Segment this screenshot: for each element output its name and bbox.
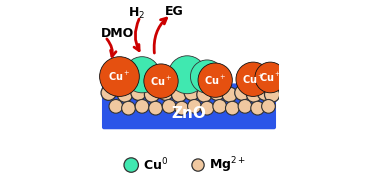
- Text: Cu$^0$: Cu$^0$: [143, 157, 168, 173]
- Circle shape: [122, 101, 135, 115]
- Circle shape: [192, 159, 204, 171]
- Circle shape: [109, 100, 123, 113]
- Circle shape: [144, 64, 178, 98]
- FancyBboxPatch shape: [103, 84, 275, 128]
- Text: EG: EG: [165, 5, 184, 18]
- Circle shape: [236, 62, 270, 96]
- Circle shape: [251, 101, 265, 115]
- Circle shape: [135, 100, 149, 113]
- Circle shape: [255, 62, 286, 93]
- Text: Cu$^+$: Cu$^+$: [259, 71, 282, 84]
- Circle shape: [235, 85, 250, 100]
- Circle shape: [187, 100, 201, 113]
- Circle shape: [213, 100, 226, 113]
- Circle shape: [168, 56, 206, 94]
- Circle shape: [222, 87, 237, 102]
- Circle shape: [144, 87, 160, 102]
- Text: H$_2$: H$_2$: [128, 6, 145, 21]
- Circle shape: [149, 101, 163, 115]
- Circle shape: [198, 63, 232, 97]
- Text: Cu$^+$: Cu$^+$: [150, 74, 172, 88]
- Circle shape: [124, 158, 138, 172]
- Circle shape: [200, 101, 214, 115]
- Circle shape: [162, 100, 176, 113]
- Text: DMO: DMO: [101, 27, 134, 40]
- Circle shape: [99, 57, 139, 96]
- Circle shape: [117, 87, 132, 102]
- Circle shape: [262, 100, 275, 113]
- Circle shape: [101, 85, 116, 100]
- Circle shape: [238, 100, 252, 113]
- Text: Cu$^+$: Cu$^+$: [108, 70, 131, 83]
- Circle shape: [197, 87, 212, 102]
- Circle shape: [158, 85, 173, 100]
- Circle shape: [172, 87, 187, 102]
- Circle shape: [265, 87, 280, 102]
- Circle shape: [209, 85, 225, 100]
- Text: ZnO: ZnO: [172, 106, 206, 121]
- Text: Cu$^+$: Cu$^+$: [242, 73, 264, 86]
- Circle shape: [257, 85, 273, 100]
- Circle shape: [191, 60, 224, 93]
- Circle shape: [246, 87, 262, 102]
- Text: Mg$^{2+}$: Mg$^{2+}$: [209, 155, 246, 175]
- Circle shape: [175, 101, 189, 115]
- Text: Cu$^+$: Cu$^+$: [204, 74, 226, 87]
- Circle shape: [124, 57, 160, 93]
- Circle shape: [226, 101, 239, 115]
- Circle shape: [184, 85, 199, 100]
- Circle shape: [131, 85, 146, 100]
